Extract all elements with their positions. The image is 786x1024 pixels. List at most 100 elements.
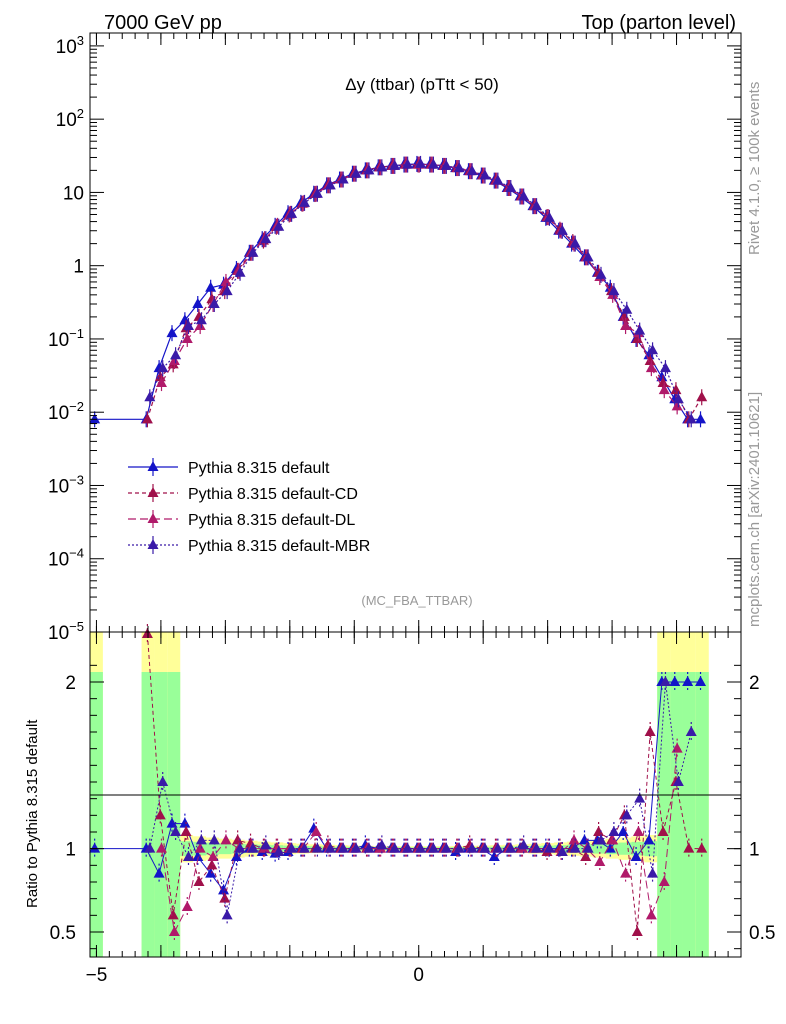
data-point [631, 332, 643, 343]
ratio-point [156, 842, 168, 853]
process-label: Top (parton level) [581, 12, 736, 34]
ratio-point [604, 842, 616, 853]
ratio-point [658, 876, 670, 886]
ratio-point [206, 859, 218, 870]
ratio-point [415, 842, 427, 853]
y-tick-label: 103 [56, 33, 84, 58]
ratio-point [556, 846, 568, 856]
ratio-y-axis: 2 2 1 1 0.5 0.5 [50, 664, 775, 950]
y-tick-label: 102 [56, 106, 84, 131]
legend-marker [147, 461, 159, 471]
data-point [170, 349, 182, 360]
data-point [569, 237, 581, 248]
ratio-series-line [149, 681, 692, 916]
ratio-point [621, 809, 633, 820]
data-point [286, 207, 298, 218]
ratio-series-line [146, 633, 702, 933]
ratio-point [569, 842, 581, 853]
side-label-top: Rivet 4.1.0, ≥ 100k events [746, 82, 763, 255]
data-point [427, 158, 439, 169]
data-point [695, 413, 707, 424]
y-tick-label: 10−4 [48, 546, 84, 571]
ratio-point [607, 834, 619, 845]
ratio-point [260, 839, 272, 850]
data-point [415, 157, 427, 168]
ratio-point [543, 842, 555, 853]
plot-title: Δy (ttbar) (pTtt < 50) [345, 75, 499, 94]
ratio-point [89, 842, 101, 853]
ratio-tick-label: 1 [65, 840, 76, 861]
main-series-group [89, 155, 708, 428]
data-point [402, 158, 414, 169]
ratio-tick-label-right: 1 [749, 840, 760, 861]
x-tick-label: −5 [86, 965, 108, 986]
ratio-point [207, 851, 219, 861]
beam-label: 7000 GeV pp [104, 12, 222, 34]
ratio-point [208, 834, 220, 845]
ratio-point [166, 817, 178, 828]
ratio-point [182, 851, 194, 861]
ratio-point [479, 842, 491, 853]
ratio-point [273, 846, 285, 856]
data-point [363, 164, 375, 175]
legend-label: Pythia 8.315 default-MBR [188, 538, 370, 555]
data-point [337, 173, 349, 184]
data-point [273, 220, 285, 231]
data-point [181, 332, 193, 343]
ratio-point [453, 842, 465, 853]
data-point [531, 200, 543, 211]
ratio-point [350, 842, 362, 853]
data-point [670, 384, 682, 395]
band-green [695, 672, 709, 957]
series-line [149, 163, 692, 420]
band-green [592, 843, 606, 854]
ratio-point [180, 826, 192, 836]
side-label-bottom: mcplots.cern.ch [arXiv:2401.10621] [746, 392, 763, 627]
ratio-point [659, 676, 671, 686]
data-point [234, 266, 246, 277]
data-point [166, 327, 178, 338]
band-green [218, 843, 232, 855]
data-point [299, 196, 311, 207]
legend-label: Pythia 8.315 default-DL [188, 512, 355, 529]
data-point [208, 297, 220, 308]
ratio-axis-label: Ratio to Pythia 8.315 default [24, 719, 41, 908]
data-point [440, 159, 452, 170]
ratio-point [363, 842, 375, 853]
data-point [376, 161, 388, 172]
ratio-tick-label: 0.5 [50, 923, 76, 944]
ratio-point [170, 826, 182, 836]
data-point [220, 275, 232, 286]
ratio-point [505, 842, 517, 853]
ratio-point [568, 834, 580, 845]
ratio-point [632, 826, 644, 836]
x-axis: −5 0 [86, 33, 729, 986]
legend-marker [147, 539, 159, 549]
data-point [608, 285, 620, 296]
data-point [659, 362, 671, 373]
data-point [205, 281, 217, 292]
ratio-point [232, 834, 244, 845]
y-tick-label: 10−3 [48, 472, 84, 497]
ratio-point [299, 842, 311, 853]
ratio-point [696, 842, 708, 853]
data-point [505, 181, 517, 192]
band-green [682, 672, 696, 957]
data-point [260, 233, 272, 244]
ratio-point [157, 776, 169, 786]
ratio-tick-label-right: 0.5 [749, 923, 775, 944]
ratio-point [531, 842, 543, 853]
legend-marker [147, 487, 159, 497]
band-green [670, 672, 683, 957]
ratio-point [286, 842, 298, 853]
data-point [556, 224, 568, 235]
ratio-point [595, 834, 607, 845]
ratio-point [634, 792, 646, 803]
ratio-point [205, 867, 217, 878]
ratio-point [376, 839, 388, 850]
ratio-point [582, 842, 594, 853]
ratio-point [518, 839, 530, 850]
data-point [518, 190, 530, 201]
ratio-series-group [89, 624, 708, 942]
